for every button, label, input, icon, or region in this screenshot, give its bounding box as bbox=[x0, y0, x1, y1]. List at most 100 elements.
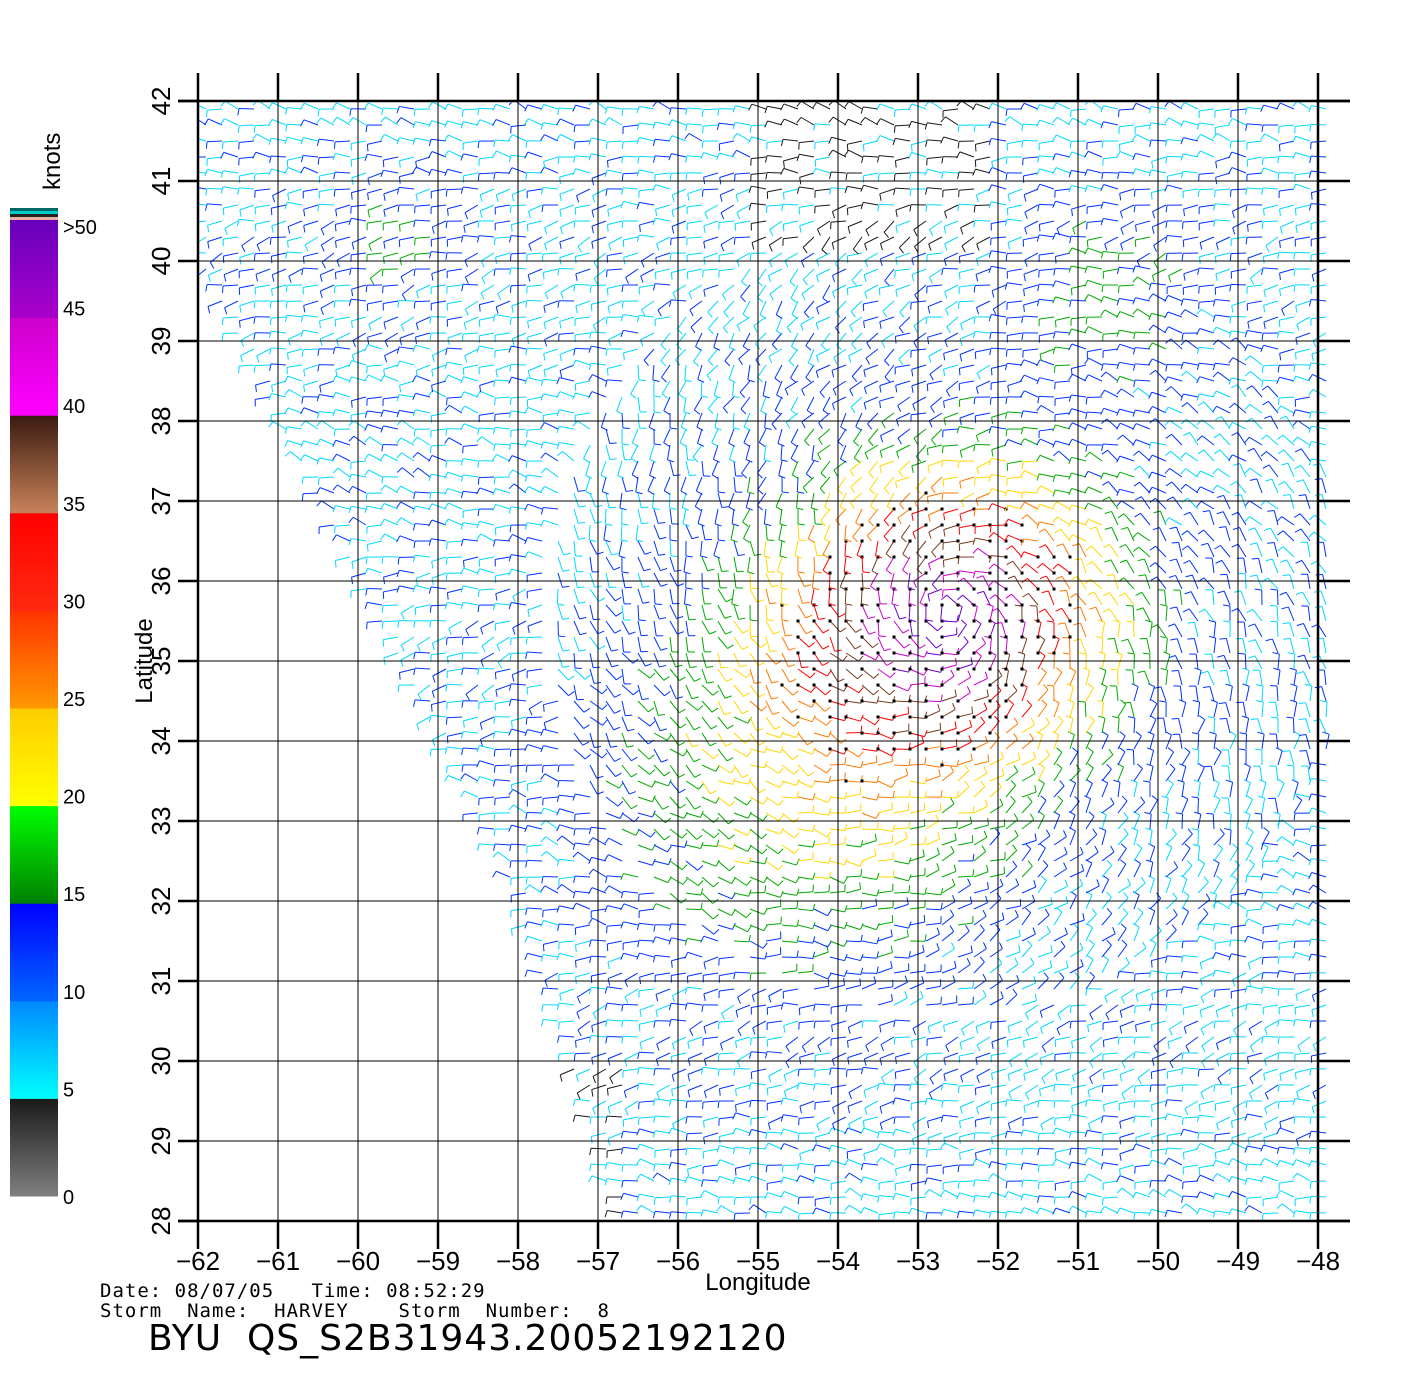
wind-barb bbox=[684, 364, 692, 382]
wind-barb bbox=[1005, 898, 1022, 910]
wind-barb bbox=[973, 780, 986, 798]
wind-barb bbox=[590, 300, 607, 312]
wind-barb bbox=[845, 172, 863, 181]
wind-barb bbox=[1074, 558, 1087, 574]
wind-barb bbox=[717, 908, 736, 916]
wind-barb bbox=[364, 410, 383, 418]
wind-barb bbox=[713, 540, 721, 559]
wind-barb bbox=[1069, 827, 1076, 846]
wind-barb bbox=[1100, 472, 1119, 480]
wind-barb bbox=[1006, 300, 1023, 310]
wind-barb bbox=[1248, 1020, 1263, 1036]
wind-barb bbox=[702, 1100, 719, 1110]
wind-barb bbox=[333, 188, 351, 197]
wind-barb bbox=[1039, 1004, 1055, 1018]
wind-barb bbox=[540, 507, 559, 515]
wind-barb bbox=[1181, 252, 1199, 261]
wind-barb bbox=[303, 364, 319, 377]
wind-barb bbox=[669, 636, 679, 653]
wind-barb bbox=[925, 887, 944, 896]
wind-barb bbox=[494, 572, 511, 584]
wind-barb bbox=[797, 524, 806, 542]
wind-barb bbox=[1150, 188, 1167, 200]
wind-barb bbox=[540, 422, 559, 430]
wind-barb bbox=[1025, 1020, 1039, 1037]
wind-barb bbox=[839, 444, 847, 463]
wind-barb bbox=[1244, 355, 1263, 366]
wind-barb bbox=[1084, 1173, 1103, 1182]
wind-barb bbox=[1194, 811, 1202, 830]
wind-barb bbox=[928, 523, 944, 539]
wind-barb bbox=[924, 168, 943, 176]
wind-barb bbox=[1276, 923, 1295, 931]
wind-barb bbox=[1260, 344, 1279, 352]
wind-barb bbox=[813, 540, 825, 557]
wind-barb bbox=[812, 1083, 831, 1091]
wind-barb bbox=[316, 138, 335, 147]
wind-barb bbox=[1247, 623, 1263, 638]
wind-barb bbox=[335, 236, 351, 248]
wind-barb bbox=[703, 284, 719, 297]
wind-barb bbox=[1243, 763, 1251, 782]
wind-barb bbox=[1149, 562, 1167, 574]
wind-barb bbox=[1294, 1196, 1311, 1207]
wind-barb bbox=[1181, 1084, 1199, 1092]
wind-barb bbox=[833, 348, 847, 365]
wind-barb bbox=[492, 503, 511, 511]
wind-barb bbox=[1292, 135, 1311, 143]
wind-barb bbox=[685, 684, 699, 700]
wind-barb bbox=[1068, 328, 1087, 336]
wind-barb bbox=[717, 108, 735, 116]
wind-barb bbox=[1102, 496, 1119, 510]
wind-barb bbox=[348, 420, 367, 430]
wind-barb bbox=[879, 1100, 895, 1114]
wind-barb bbox=[1038, 528, 1055, 542]
wind-barb bbox=[480, 652, 495, 668]
wind-barb bbox=[839, 492, 847, 511]
wind-barb bbox=[1133, 379, 1151, 387]
wind-barb bbox=[429, 316, 447, 324]
wind-barb bbox=[1073, 622, 1087, 638]
wind-barb bbox=[861, 889, 880, 897]
wind-barb bbox=[1005, 396, 1023, 404]
wind-barb bbox=[446, 300, 463, 311]
wind-barb bbox=[877, 960, 893, 974]
wind-barb bbox=[350, 396, 367, 408]
wind-barb bbox=[573, 508, 586, 524]
wind-barb bbox=[1260, 1144, 1279, 1152]
wind-barb bbox=[1046, 684, 1055, 702]
wind-barb bbox=[1183, 511, 1199, 526]
wind-barb bbox=[637, 668, 656, 679]
wind-barb bbox=[1260, 451, 1279, 462]
wind-barb bbox=[1037, 1195, 1055, 1203]
wind-barb bbox=[1135, 220, 1151, 232]
wind-barb bbox=[524, 522, 543, 530]
wind-barb bbox=[509, 748, 527, 757]
storm-name-line: Storm Name: HARVEY Storm Number: 8 bbox=[100, 1300, 610, 1322]
wind-barb bbox=[1261, 860, 1279, 869]
wind-barb bbox=[446, 316, 463, 327]
wind-barb bbox=[701, 908, 719, 920]
wind-barb bbox=[957, 619, 967, 638]
wind-barb bbox=[1116, 311, 1135, 318]
wind-barb bbox=[1053, 862, 1067, 878]
wind-barb bbox=[944, 236, 959, 251]
wind-barb bbox=[636, 122, 655, 130]
wind-barb bbox=[1036, 168, 1055, 176]
wind-barb bbox=[653, 636, 668, 651]
wind-barb bbox=[926, 380, 943, 392]
wind-barb bbox=[765, 204, 783, 213]
wind-barb bbox=[624, 988, 639, 1004]
wind-barb bbox=[1068, 488, 1087, 496]
wind-barb bbox=[1153, 236, 1167, 252]
wind-barb bbox=[1196, 362, 1215, 371]
wind-barb bbox=[1004, 362, 1023, 371]
wind-barb bbox=[364, 374, 383, 382]
wind-barb bbox=[958, 380, 975, 391]
wind-barb bbox=[1052, 280, 1071, 288]
wind-barb bbox=[845, 1068, 863, 1077]
wind-barb bbox=[846, 284, 863, 296]
wind-barb bbox=[1102, 1036, 1119, 1048]
wind-barb bbox=[766, 188, 783, 199]
wind-barb bbox=[1260, 1158, 1279, 1166]
